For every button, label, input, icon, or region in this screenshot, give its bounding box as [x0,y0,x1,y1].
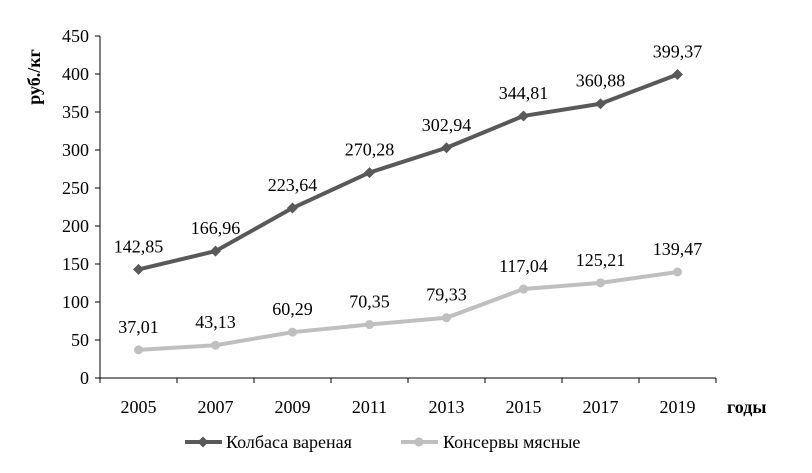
legend-item-konservy: Консервы мясные [401,432,580,452]
y-tick-label: 100 [62,292,89,312]
y-tick-label: 400 [62,64,89,84]
x-ticks: 2005 2007 2009 2011 2013 2015 2017 2019 [99,378,717,417]
data-label: 223,64 [268,175,318,195]
data-label: 139,47 [653,239,703,259]
legend-label-kolbasa: Колбаса вареная [226,432,352,452]
series-line [138,270,678,352]
data-point [672,68,683,80]
data-point [288,327,297,337]
data-point [211,340,220,350]
legend: Колбаса вареная Консервы мясные [185,432,580,452]
data-point [134,345,143,355]
legend-marker-konservy [414,437,424,447]
data-point [133,263,144,275]
series-1: 37,01 43,13 60,29 70,35 79,33 117,04 125,21 139… [118,239,703,355]
x-tick-label: 2019 [660,397,696,417]
x-tick-label: 2013 [429,397,465,417]
y-tick-label: 300 [62,140,89,160]
data-label: 344,81 [499,83,549,103]
data-point [442,313,451,323]
y-tick-label: 50 [71,330,89,350]
y-tick-label: 0 [80,368,89,388]
x-axis-title: годы [727,397,766,417]
data-point [519,284,528,294]
x-tick-label: 2005 [121,397,157,417]
series-layer: 142,85 166,96 223,64 270,28 302,94 344,81 360,… [114,41,703,355]
data-label: 43,13 [195,312,236,332]
y-axis-title: руб./кг [24,49,44,105]
data-label: 125,21 [576,250,626,270]
legend-item-kolbasa: Колбаса вареная [185,432,352,452]
y-tick-label: 350 [62,102,89,122]
data-label: 166,96 [191,218,241,238]
y-tick-label: 150 [62,254,89,274]
data-point [595,98,606,110]
data-label: 70,35 [349,292,390,312]
data-point [673,267,682,277]
data-label: 60,29 [272,299,313,319]
data-label: 302,94 [422,115,472,135]
x-tick-label: 2017 [583,397,619,417]
y-tick-label: 200 [62,216,89,236]
x-tick-label: 2009 [275,397,311,417]
legend-marker-kolbasa [197,436,209,448]
data-label: 399,37 [653,41,703,61]
y-tick-label: 250 [62,178,89,198]
data-point [518,110,529,122]
y-ticks: 0 50 100 150 200 250 300 350 400 450 [62,26,100,388]
data-point [365,320,374,330]
data-label: 37,01 [118,317,159,337]
data-point [364,167,375,179]
data-label: 79,33 [426,285,467,305]
series-line [138,72,679,272]
data-point [210,245,221,257]
data-point [441,142,452,154]
series-0: 142,85 166,96 223,64 270,28 302,94 344,81 360,… [114,41,703,275]
legend-label-konservy: Консервы мясные [443,432,580,452]
data-label: 117,04 [499,256,548,276]
x-tick-label: 2011 [352,397,387,417]
data-point [596,278,605,288]
x-tick-label: 2007 [198,397,234,417]
data-label: 142,85 [114,236,164,256]
x-tick-label: 2015 [506,397,542,417]
data-label: 270,28 [345,140,395,160]
y-tick-label: 450 [62,26,89,46]
data-point [287,202,298,214]
data-label: 360,88 [576,71,626,91]
